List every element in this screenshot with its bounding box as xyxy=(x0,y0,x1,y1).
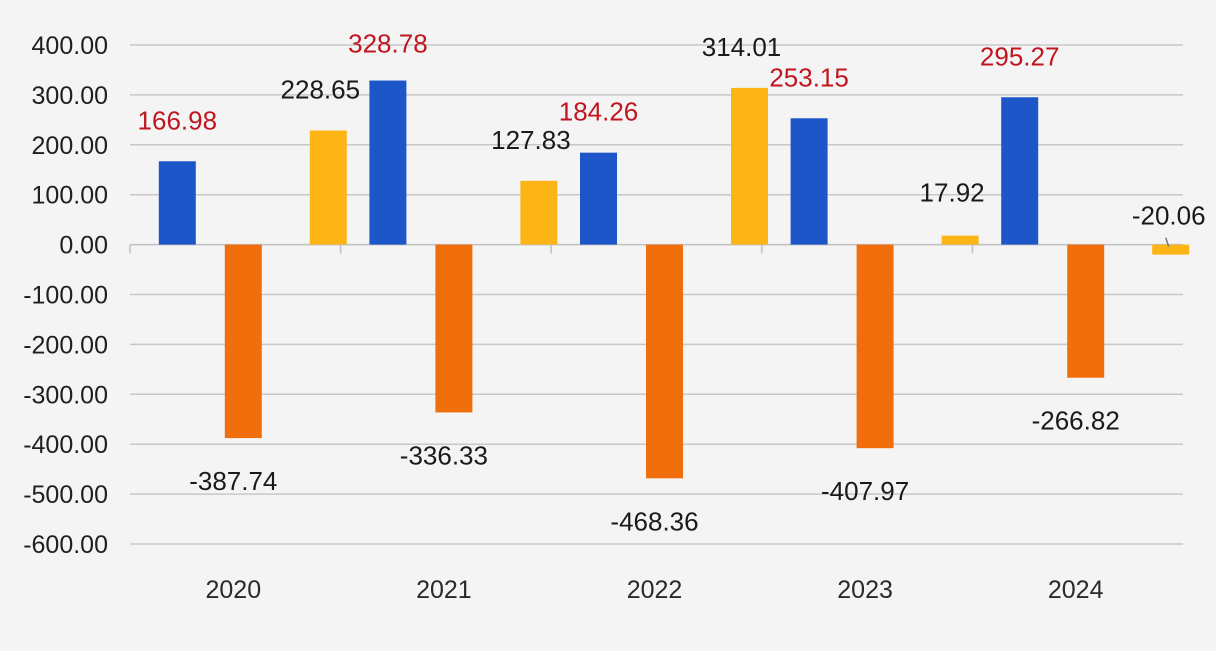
data-label: -468.36 xyxy=(610,506,698,536)
bar-series-1 xyxy=(1001,97,1039,245)
x-tick-label: 2021 xyxy=(416,576,472,604)
bar-series-2 xyxy=(224,244,262,439)
bar-series-1 xyxy=(158,161,196,245)
data-label: 253.15 xyxy=(769,62,849,92)
data-label: 166.98 xyxy=(138,105,218,135)
bar-series-3 xyxy=(941,235,979,245)
y-tick-label: -400.00 xyxy=(23,431,108,459)
x-tick-label: 2024 xyxy=(1048,576,1104,604)
data-label: 228.65 xyxy=(281,75,361,105)
bar-series-2 xyxy=(646,244,683,479)
bar-series-2 xyxy=(435,244,473,413)
y-tick-label: -300.00 xyxy=(23,381,108,409)
x-tick-label: 2023 xyxy=(837,576,893,604)
bar-series-3 xyxy=(309,130,347,245)
x-tick-label: 2022 xyxy=(627,576,683,604)
bar-series-1 xyxy=(580,152,617,245)
bar-series-2 xyxy=(1067,244,1105,378)
y-tick-label: -600.00 xyxy=(23,531,108,559)
y-tick-label: 100.00 xyxy=(32,182,108,210)
y-tick-label: 200.00 xyxy=(32,132,108,160)
x-tick-label: 2020 xyxy=(205,576,261,604)
bar-series-1 xyxy=(790,118,828,245)
y-tick-label: -200.00 xyxy=(23,331,108,359)
data-label: 328.78 xyxy=(348,29,428,59)
data-label: 295.27 xyxy=(980,41,1060,71)
data-label: -20.06 xyxy=(1132,201,1206,231)
bar-series-3 xyxy=(1152,244,1190,255)
y-tick-label: 300.00 xyxy=(32,82,108,110)
data-label: -266.82 xyxy=(1032,406,1120,436)
data-label: 127.83 xyxy=(491,125,571,155)
data-label: 314.01 xyxy=(702,32,782,62)
leader-line xyxy=(1164,237,1170,247)
y-tick-label: 0.00 xyxy=(59,232,108,260)
data-label: 184.26 xyxy=(559,97,639,127)
bar-series-3 xyxy=(731,87,768,245)
data-label: -407.97 xyxy=(821,476,909,506)
data-label: -387.74 xyxy=(189,466,277,496)
data-label: -336.33 xyxy=(400,440,488,470)
bar-series-2 xyxy=(856,244,894,449)
y-tick-label: 400.00 xyxy=(32,32,108,60)
bar-series-1 xyxy=(369,80,407,245)
bar-series-3 xyxy=(520,180,558,245)
y-tick-label: -100.00 xyxy=(23,282,108,310)
y-tick-label: -500.00 xyxy=(23,481,108,509)
data-label: 17.92 xyxy=(920,178,985,208)
